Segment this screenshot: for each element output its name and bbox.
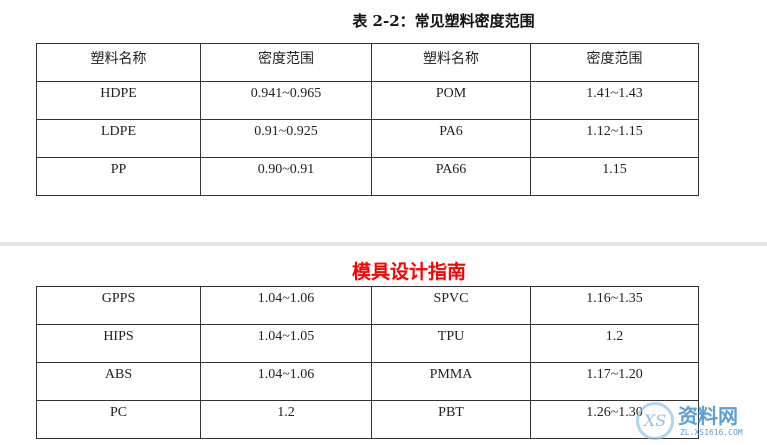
table-cell: 塑料名称 (371, 43, 531, 82)
table-cell: 密度范围 (200, 43, 372, 82)
table-cell: SPVC (371, 286, 531, 325)
table-cell: GPPS (36, 286, 201, 325)
table-cell: 塑料名称 (36, 43, 201, 82)
density-table-part2: GPPS 1.04~1.06 SPVC 1.16~1.35 HIPS 1.04~1.05 T… (36, 286, 699, 439)
table-cell: PA66 (371, 157, 531, 196)
table-cell: 0.941~0.965 (200, 81, 372, 120)
table-cell: 1.41~1.43 (530, 81, 699, 120)
table-cell: 1.15 (530, 157, 699, 196)
table-row: ABS 1.04~1.06 PMMA 1.17~1.20 (36, 362, 699, 401)
table-cell: 1.17~1.20 (530, 362, 699, 401)
table-cell: 1.04~1.05 (200, 324, 372, 363)
table-row: HDPE 0.941~0.965 POM 1.41~1.43 (36, 81, 699, 120)
table-cell: PBT (371, 400, 531, 439)
table-cell: 1.12~1.15 (530, 119, 699, 158)
table-cell: LDPE (36, 119, 201, 158)
table-cell: 1.2 (200, 400, 372, 439)
table-row: LDPE 0.91~0.925 PA6 1.12~1.15 (36, 119, 699, 158)
table-cell: 0.91~0.925 (200, 119, 372, 158)
table-cell: 密度范围 (530, 43, 699, 82)
table-cell: PP (36, 157, 201, 196)
table-cell: 0.90~0.91 (200, 157, 372, 196)
table-cell: 1.04~1.06 (200, 286, 372, 325)
table-cell: 1.2 (530, 324, 699, 363)
table-cell: PC (36, 400, 201, 439)
density-table-part1: 塑料名称 密度范围 塑料名称 密度范围 HDPE 0.941~0.965 POM 1.41~1… (36, 43, 699, 196)
site-logo: XS 资料网 ZL.XS1616.COM (636, 400, 767, 445)
table-cell: HIPS (36, 324, 201, 363)
page-separator (0, 242, 767, 246)
table-cell: HDPE (36, 81, 201, 120)
table-cell: 1.16~1.35 (530, 286, 699, 325)
table-title: 表 2-2：常见塑料密度范围 (352, 12, 535, 30)
table-row: GPPS 1.04~1.06 SPVC 1.16~1.35 (36, 286, 699, 325)
table-cell: POM (371, 81, 531, 120)
logo-url: ZL.XS1616.COM (680, 428, 743, 437)
table-row: PC 1.2 PBT 1.26~1.30 (36, 400, 699, 439)
table-cell: TPU (371, 324, 531, 363)
table-row: HIPS 1.04~1.05 TPU 1.2 (36, 324, 699, 363)
table-row: PP 0.90~0.91 PA66 1.15 (36, 157, 699, 196)
table-cell: ABS (36, 362, 201, 401)
table-cell: PMMA (371, 362, 531, 401)
table-row: 塑料名称 密度范围 塑料名称 密度范围 (36, 43, 699, 82)
table-cell: 1.04~1.06 (200, 362, 372, 401)
watermark-title: 模具设计指南 (352, 261, 467, 283)
table-cell: PA6 (371, 119, 531, 158)
logo-icon: XS (636, 402, 674, 440)
logo-text: 资料网 (678, 404, 738, 428)
